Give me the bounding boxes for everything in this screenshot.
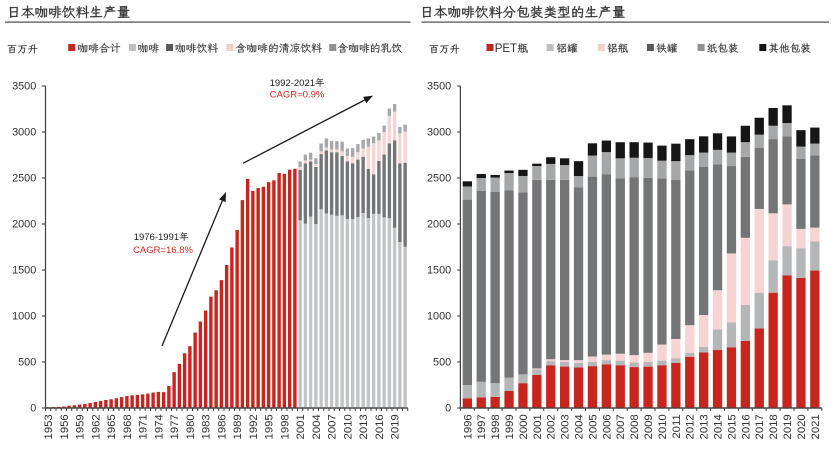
svg-text:1971: 1971 (138, 414, 150, 439)
svg-text:1986: 1986 (216, 414, 228, 439)
svg-text:2004: 2004 (311, 414, 323, 439)
svg-text:1965: 1965 (106, 414, 118, 439)
svg-text:1500: 1500 (12, 265, 36, 277)
svg-text:1953: 1953 (43, 414, 55, 439)
svg-text:CAGR=0.9%: CAGR=0.9% (270, 89, 325, 100)
svg-text:2014: 2014 (712, 414, 724, 439)
svg-text:2019: 2019 (390, 414, 402, 439)
svg-text:2018: 2018 (768, 414, 780, 439)
svg-text:3000: 3000 (427, 127, 451, 139)
svg-text:500: 500 (18, 357, 36, 369)
svg-text:2016: 2016 (740, 414, 752, 439)
svg-text:0: 0 (445, 403, 451, 415)
svg-text:2011: 2011 (671, 414, 683, 438)
svg-text:2019: 2019 (782, 414, 794, 439)
svg-text:1959: 1959 (75, 414, 87, 439)
svg-text:2012: 2012 (685, 414, 697, 439)
svg-text:2000: 2000 (518, 414, 530, 439)
svg-text:2015: 2015 (726, 414, 738, 439)
svg-text:2009: 2009 (643, 414, 655, 439)
svg-text:1977: 1977 (169, 414, 181, 439)
svg-text:2010: 2010 (342, 414, 354, 439)
svg-text:2002: 2002 (546, 414, 558, 439)
svg-text:3000: 3000 (12, 127, 36, 139)
svg-text:1997: 1997 (476, 414, 488, 439)
svg-text:2000: 2000 (12, 219, 36, 231)
svg-text:1996: 1996 (462, 414, 474, 439)
svg-text:1992-2021: 1992-2021 (270, 78, 315, 89)
svg-text:1998: 1998 (490, 414, 502, 439)
svg-text:2003: 2003 (560, 414, 572, 439)
svg-text:2013: 2013 (358, 414, 370, 439)
svg-text:2010: 2010 (657, 414, 669, 439)
svg-text:2001: 2001 (295, 414, 307, 439)
svg-text:CAGR=16.8%: CAGR=16.8% (133, 245, 193, 256)
svg-text:2007: 2007 (327, 414, 339, 439)
svg-text:1962: 1962 (90, 414, 102, 439)
svg-text:1998: 1998 (279, 414, 291, 439)
svg-text:1000: 1000 (12, 311, 36, 323)
svg-text:1974: 1974 (153, 414, 165, 439)
svg-text:3500: 3500 (12, 81, 36, 93)
svg-text:1983: 1983 (201, 414, 213, 439)
svg-text:2013: 2013 (699, 414, 711, 439)
svg-text:1989: 1989 (232, 414, 244, 439)
svg-text:2500: 2500 (427, 173, 451, 185)
svg-text:2004: 2004 (573, 414, 585, 439)
svg-text:1992: 1992 (248, 414, 260, 439)
svg-text:1999: 1999 (504, 414, 516, 439)
svg-text:2500: 2500 (12, 173, 36, 185)
svg-text:1976-1991: 1976-1991 (134, 232, 179, 243)
svg-text:2006: 2006 (601, 414, 613, 439)
svg-text:2000: 2000 (427, 219, 451, 231)
svg-text:2001: 2001 (532, 414, 544, 439)
svg-text:1500: 1500 (427, 265, 451, 277)
svg-text:2020: 2020 (796, 414, 808, 439)
svg-text:2016: 2016 (374, 414, 386, 439)
svg-text:2021: 2021 (810, 414, 822, 439)
svg-text:PET: PET (495, 43, 517, 55)
svg-text:2005: 2005 (587, 414, 599, 439)
svg-text:3500: 3500 (427, 81, 451, 93)
svg-text:2017: 2017 (754, 414, 766, 439)
svg-text:1000: 1000 (427, 311, 451, 323)
svg-text:0: 0 (30, 403, 36, 415)
svg-text:1995: 1995 (264, 414, 276, 439)
svg-text:1968: 1968 (122, 414, 134, 439)
svg-text:1980: 1980 (185, 414, 197, 439)
svg-text:2008: 2008 (629, 414, 641, 439)
svg-text:2007: 2007 (615, 414, 627, 439)
svg-text:1956: 1956 (59, 414, 71, 439)
svg-text:500: 500 (433, 357, 451, 369)
